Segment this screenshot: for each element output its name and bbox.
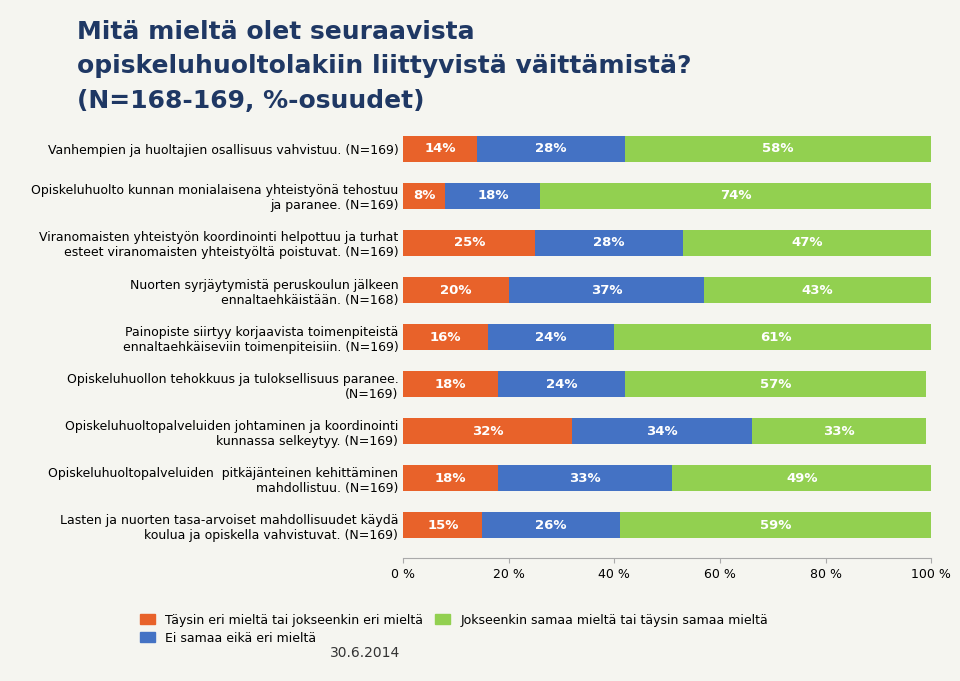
Bar [403,465,498,491]
Text: 18%: 18% [435,472,467,485]
Text: 47%: 47% [791,236,823,249]
Text: 15%: 15% [427,519,459,532]
Text: 30.6.2014: 30.6.2014 [329,646,400,660]
Bar [488,324,614,350]
Text: 24%: 24% [546,378,577,391]
Bar [445,183,540,209]
Bar [572,418,752,444]
Bar [705,277,931,303]
Bar [403,418,572,444]
Text: 18%: 18% [435,378,467,391]
Text: opiskeluhuoltolakiin liittyvistä väittämistä?: opiskeluhuoltolakiin liittyvistä väittäm… [77,54,691,78]
Bar [625,371,925,397]
Bar [509,277,705,303]
Text: 57%: 57% [759,378,791,391]
Bar [540,183,931,209]
Bar [614,324,937,350]
Text: 33%: 33% [569,472,601,485]
Bar [625,136,931,162]
Bar [403,512,482,538]
Bar [403,277,509,303]
Bar [752,418,925,444]
Bar [403,136,477,162]
Text: 8%: 8% [413,189,436,202]
Text: 34%: 34% [646,425,678,438]
Bar [683,230,931,256]
Bar [403,371,498,397]
Text: 59%: 59% [759,519,791,532]
Text: 61%: 61% [759,330,791,344]
Legend: Täysin eri mieltä tai jokseenkin eri mieltä, Ei samaa eikä eri mieltä, Jokseenki: Täysin eri mieltä tai jokseenkin eri mie… [135,609,773,650]
Bar [403,324,488,350]
Bar [498,371,625,397]
Text: 28%: 28% [593,236,625,249]
Text: 24%: 24% [536,330,566,344]
Text: 32%: 32% [472,425,503,438]
Text: 14%: 14% [424,142,456,155]
Bar [620,512,931,538]
Bar [403,183,445,209]
Bar [403,230,536,256]
Text: 58%: 58% [762,142,794,155]
Text: 43%: 43% [802,283,833,296]
Bar [477,136,625,162]
Text: 20%: 20% [441,283,471,296]
Bar [482,512,620,538]
Text: 18%: 18% [477,189,509,202]
Text: 16%: 16% [430,330,461,344]
Text: 25%: 25% [453,236,485,249]
Text: 33%: 33% [823,425,854,438]
Bar [498,465,672,491]
Text: 74%: 74% [720,189,752,202]
Text: 26%: 26% [536,519,566,532]
Bar [536,230,684,256]
Text: 37%: 37% [590,283,622,296]
Bar [672,465,931,491]
Text: Mitä mieltä olet seuraavista: Mitä mieltä olet seuraavista [77,20,474,44]
Text: 49%: 49% [786,472,818,485]
Text: (N=168-169, %-osuudet): (N=168-169, %-osuudet) [77,89,424,112]
Text: 28%: 28% [536,142,566,155]
